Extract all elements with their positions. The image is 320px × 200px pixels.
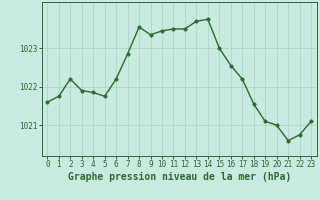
X-axis label: Graphe pression niveau de la mer (hPa): Graphe pression niveau de la mer (hPa) <box>68 172 291 182</box>
